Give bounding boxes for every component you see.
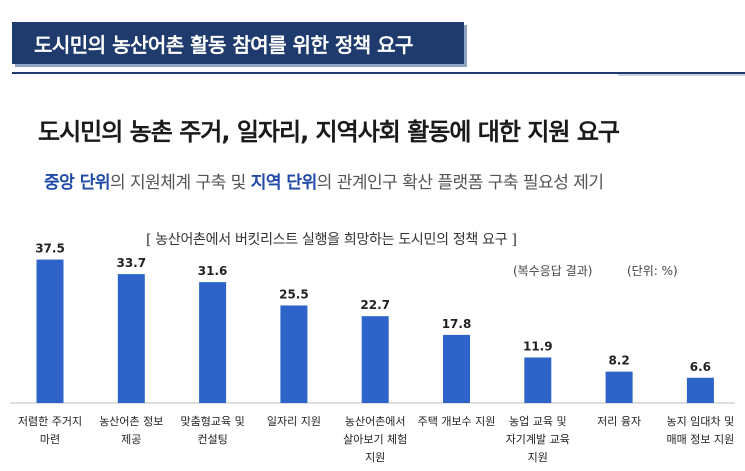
value-label-5: 17.8 <box>442 317 472 331</box>
category-label-0-1: 마련 <box>40 433 60 446</box>
chart-note-multi-response: (복수응답 결과) <box>513 264 593 278</box>
category-label-1-0: 농산어촌 정보 <box>99 415 163 428</box>
bar-5 <box>443 334 470 403</box>
value-label-7: 8.2 <box>608 354 629 368</box>
banner-title: 도시민의 농산어촌 활동 참여를 위한 정책 요구 <box>34 32 413 57</box>
value-label-0: 37.5 <box>35 242 65 256</box>
bar-6 <box>524 357 552 403</box>
chart-note-unit: (단위: %) <box>627 264 678 278</box>
category-label-4-2: 지원 <box>365 451 385 464</box>
category-label-5-0: 주택 개보수 지원 <box>418 415 496 428</box>
value-label-4: 22.7 <box>360 298 390 312</box>
category-label-6-1: 자기계발 교육 <box>506 433 570 446</box>
subline-highlight-central: 중앙 단위 <box>44 173 110 193</box>
chart-title: [ 농산어촌에서 버킷리스트 실행을 희망하는 도시민의 정책 요구 ] <box>146 232 517 248</box>
category-label-1-1: 제공 <box>121 433 141 446</box>
page-headline: 도시민의 농촌 주거, 일자리, 지역사회 활동에 대한 지원 요구 <box>38 118 620 146</box>
category-label-0-0: 저렴한 주거지 <box>18 415 82 428</box>
value-label-3: 25.5 <box>279 287 309 301</box>
category-label-3-0: 일자리 지원 <box>267 414 321 428</box>
value-label-2: 31.6 <box>198 264 228 278</box>
category-label-6-2: 지원 <box>528 451 548 464</box>
value-label-8: 6.6 <box>690 360 711 374</box>
category-label-7-0: 저리 융자 <box>597 415 641 428</box>
bar-0 <box>36 259 64 403</box>
category-label-6-0: 농업 교육 및 <box>509 415 567 428</box>
bar-7 <box>605 371 633 403</box>
subline-text-2: 의 관계인구 확산 플랫폼 구축 필요성 제기 <box>316 173 604 193</box>
category-label-8-1: 매매 정보 지원 <box>667 433 735 446</box>
page-subline: 중앙 단위의 지원체계 구축 및 지역 단위의 관계인구 확산 플랫폼 구축 필… <box>44 168 604 193</box>
category-label-8-0: 농지 임대차 및 <box>667 415 735 428</box>
section-banner: 도시민의 농산어촌 활동 참여를 위한 정책 요구 <box>12 22 464 64</box>
subline-text-1: 의 지원체계 구축 및 <box>109 173 251 193</box>
bar-4 <box>361 316 389 403</box>
category-label-2-0: 맞춤형교육 및 <box>180 415 244 428</box>
value-label-1: 33.7 <box>116 256 146 270</box>
bar-2 <box>199 282 227 403</box>
banner-divider-accent <box>618 74 745 76</box>
value-label-6: 11.9 <box>523 339 553 353</box>
banner-divider <box>12 72 745 74</box>
subline-highlight-regional: 지역 단위 <box>250 173 317 193</box>
bar-8 <box>686 377 714 403</box>
bar-1 <box>117 274 145 403</box>
category-label-2-1: 컨설팅 <box>197 433 227 446</box>
category-label-4-1: 살아보기 체험 <box>343 433 407 446</box>
category-label-4-0: 농산어촌에서 <box>345 415 406 428</box>
bar-3 <box>280 305 308 403</box>
